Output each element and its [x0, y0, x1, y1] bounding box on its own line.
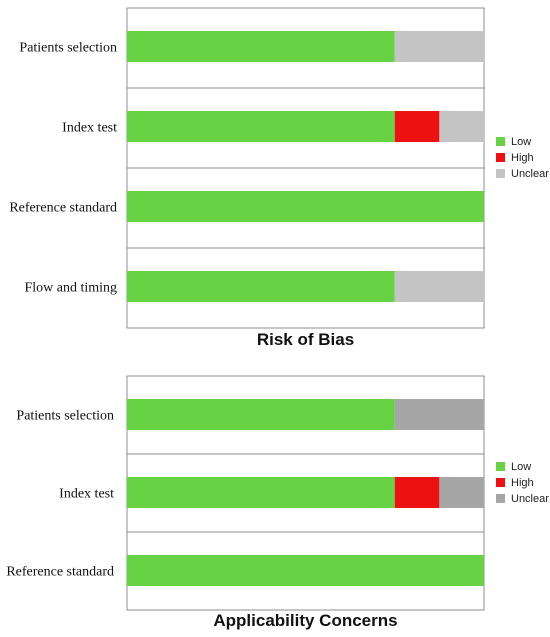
chart-title: Applicability Concerns — [213, 611, 397, 630]
bar-low-patients-selection — [127, 31, 395, 62]
legend-label-high: High — [511, 477, 534, 489]
bar-low-reference-standard — [127, 191, 484, 222]
bar-unclear-index-test — [439, 477, 484, 508]
chart-title: Risk of Bias — [257, 330, 354, 349]
bar-unclear-index-test — [439, 111, 484, 142]
bar-high-index-test — [394, 111, 440, 142]
category-label: Patients selection — [16, 409, 114, 424]
legend-label-unclear: Unclear — [511, 493, 549, 505]
bar-unclear-patients-selection — [394, 31, 484, 62]
category-label: Reference standard — [6, 565, 114, 580]
category-label: Index test — [62, 121, 117, 136]
legend-label-low: Low — [511, 136, 531, 148]
legend-label-high: High — [511, 152, 534, 164]
legend-swatch-low — [496, 462, 505, 471]
category-label: Patients selection — [19, 41, 117, 56]
bar-low-flow-and-timing — [127, 271, 395, 302]
bar-low-index-test — [127, 111, 395, 142]
legend-swatch-high — [496, 478, 505, 487]
bar-low-index-test — [127, 477, 395, 508]
bar-high-index-test — [394, 477, 440, 508]
category-label: Flow and timing — [24, 281, 117, 296]
bar-low-reference-standard — [127, 555, 484, 586]
legend-swatch-unclear — [496, 169, 505, 178]
legend-swatch-low — [496, 137, 505, 146]
category-label: Index test — [59, 487, 114, 502]
legend-swatch-high — [496, 153, 505, 162]
bar-unclear-patients-selection — [394, 399, 484, 430]
category-label: Reference standard — [9, 201, 117, 216]
legend-label-low: Low — [511, 461, 531, 473]
bar-low-patients-selection — [127, 399, 395, 430]
legend-swatch-unclear — [496, 494, 505, 503]
legend-label-unclear: Unclear — [511, 168, 549, 180]
bar-unclear-flow-and-timing — [394, 271, 484, 302]
